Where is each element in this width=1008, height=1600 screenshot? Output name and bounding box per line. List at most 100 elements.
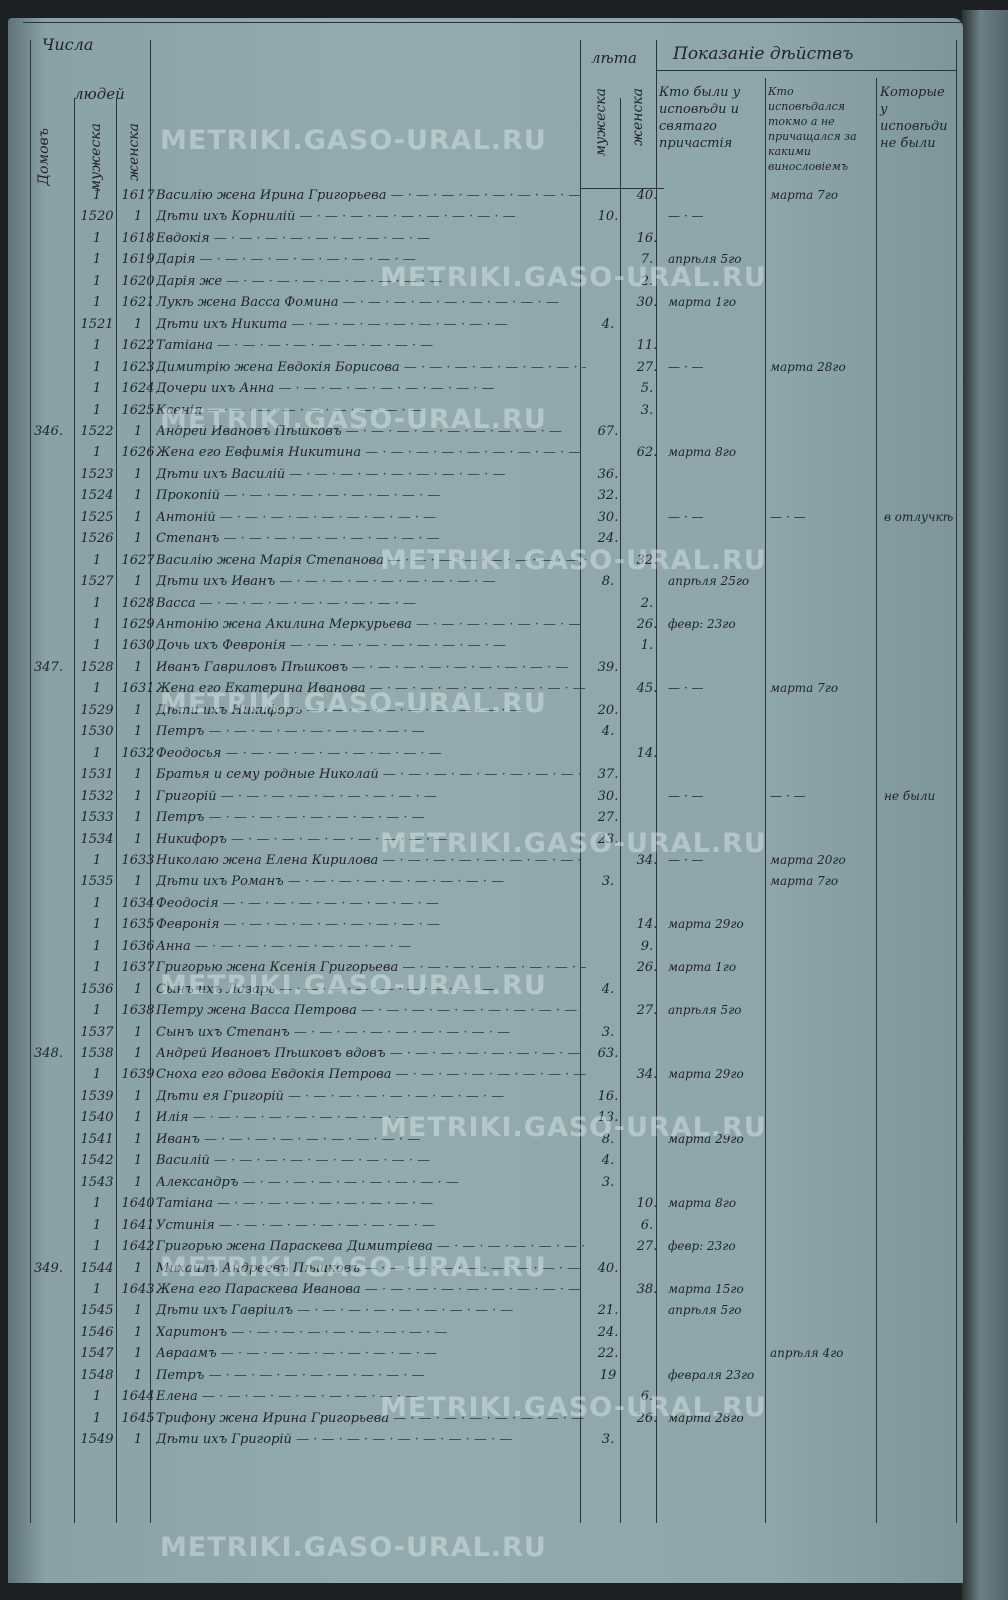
female-number: 1 bbox=[133, 1088, 143, 1104]
person-name: Дѣти ихъ Иванъ bbox=[156, 571, 586, 592]
person-name: Сноха его вдова Евдокія Петрова bbox=[156, 1064, 586, 1085]
female-number: 1642 bbox=[121, 1239, 155, 1255]
female-age: 30. bbox=[636, 295, 658, 311]
female-number: 1620 bbox=[121, 273, 155, 289]
confessed-only: марта 20го bbox=[770, 852, 846, 867]
column-rule bbox=[30, 40, 31, 1523]
female-number: 1 bbox=[133, 1260, 143, 1276]
header-rule bbox=[656, 70, 956, 71]
female-number: 1624 bbox=[121, 381, 155, 397]
female-age: 14. bbox=[636, 745, 658, 761]
male-number: 1524 bbox=[80, 488, 114, 504]
female-number: 1 bbox=[133, 724, 143, 740]
male-number: 1526 bbox=[80, 531, 114, 547]
header-lyudey: людей bbox=[74, 85, 125, 103]
header-pokazanie: Показаніе дѣйствъ bbox=[673, 44, 854, 64]
confessed-only: — · — bbox=[770, 509, 806, 524]
male-number: 1544 bbox=[80, 1260, 114, 1276]
column-rule bbox=[116, 98, 117, 1523]
female-number: 1640 bbox=[121, 1196, 155, 1212]
top-rule bbox=[23, 22, 963, 23]
male-age: 30. bbox=[597, 788, 619, 804]
female-number: 1645 bbox=[121, 1410, 155, 1426]
person-name: Прокопій bbox=[156, 485, 586, 506]
person-name: Феодосія bbox=[156, 893, 586, 914]
male-number: 1547 bbox=[80, 1346, 114, 1362]
column-rule bbox=[74, 98, 75, 1523]
male-age: 4. bbox=[601, 316, 615, 332]
male-number: 1522 bbox=[80, 423, 114, 439]
male-age: 40. bbox=[597, 1260, 619, 1276]
header-domov: Домовъ bbox=[36, 128, 52, 186]
male-age: 19 bbox=[599, 1367, 617, 1383]
header-people-female: женска bbox=[126, 123, 142, 181]
register-row: 1520 1 Дѣти ихъ Корнилій 10. — · — bbox=[8, 206, 963, 227]
female-age: 32. bbox=[636, 552, 658, 568]
register-row: 1541 1 Иванъ 8. марта 29го bbox=[8, 1129, 963, 1150]
female-number: 1 bbox=[133, 316, 143, 332]
female-number: 1 bbox=[133, 1303, 143, 1319]
household-number: 347. bbox=[34, 659, 63, 675]
female-number: 1617 bbox=[121, 188, 155, 203]
confessed-communed: марта 29го bbox=[668, 1131, 744, 1146]
female-number: 1625 bbox=[121, 402, 155, 418]
female-age: 27. bbox=[636, 1239, 658, 1255]
person-name: Дѣти ихъ Василій bbox=[156, 464, 586, 485]
confessed-only: апрѣля 4го bbox=[770, 1346, 844, 1361]
register-row: 1525 1 Антоній 30. — · — — · — в отлучкѣ bbox=[8, 507, 963, 528]
person-name: Сынъ ихъ Лазарь bbox=[156, 979, 586, 1000]
person-name: Васса bbox=[156, 593, 586, 614]
male-age: 39. bbox=[597, 659, 619, 675]
header-rule bbox=[580, 188, 664, 189]
person-name: Петру жена Васса Петрова bbox=[156, 1000, 586, 1021]
female-age: 45. bbox=[636, 681, 658, 697]
person-name: Антоній bbox=[156, 507, 586, 528]
confessed-communed: марта 29го bbox=[668, 1067, 744, 1082]
male-age: 36. bbox=[597, 466, 619, 482]
register-row: 1548 1 Петръ 19 февраля 23го bbox=[8, 1365, 963, 1386]
person-name: Дѣти ихъ Корнилій bbox=[156, 206, 586, 227]
male-number: 1 bbox=[92, 595, 102, 611]
male-number: 1549 bbox=[80, 1432, 114, 1448]
male-number: 1 bbox=[92, 188, 102, 203]
female-age: 9. bbox=[640, 938, 654, 954]
person-name: Григорью жена Параскева Димитріева bbox=[156, 1236, 586, 1257]
register-row: 1545 1 Дѣти ихъ Гавріилъ 21. апрѣля 5го bbox=[8, 1300, 963, 1321]
female-age: 26. bbox=[636, 960, 658, 976]
female-number: 1 bbox=[133, 702, 143, 718]
female-number: 1 bbox=[133, 466, 143, 482]
male-number: 1 bbox=[92, 295, 102, 311]
register-row: 1531 1 Братья и сему родные Николай 37. bbox=[8, 764, 963, 785]
male-number: 1 bbox=[92, 273, 102, 289]
male-age: 27. bbox=[597, 810, 619, 826]
male-age: 3. bbox=[601, 874, 615, 890]
female-number: 1633 bbox=[121, 852, 155, 868]
person-name: Степанъ bbox=[156, 528, 586, 549]
not-at-confession: не были bbox=[884, 788, 936, 803]
confessed-communed: апрѣля 5го bbox=[668, 1003, 742, 1018]
female-number: 1 bbox=[133, 509, 143, 525]
female-number: 1 bbox=[133, 1367, 143, 1383]
person-name: Василію жена Марія Степанова bbox=[156, 550, 586, 571]
male-number: 1546 bbox=[80, 1324, 114, 1340]
female-number: 1636 bbox=[121, 938, 155, 954]
person-name: Василію жена Ирина Григорьева bbox=[156, 185, 586, 206]
register-row: 1526 1 Степанъ 24. bbox=[8, 528, 963, 549]
person-name: Дѣти ея Григорій bbox=[156, 1086, 586, 1107]
household-number: 346. bbox=[34, 423, 63, 439]
male-number: 1530 bbox=[80, 724, 114, 740]
register-row: 1542 1 Василій 4. bbox=[8, 1150, 963, 1171]
male-number: 1 bbox=[92, 445, 102, 461]
